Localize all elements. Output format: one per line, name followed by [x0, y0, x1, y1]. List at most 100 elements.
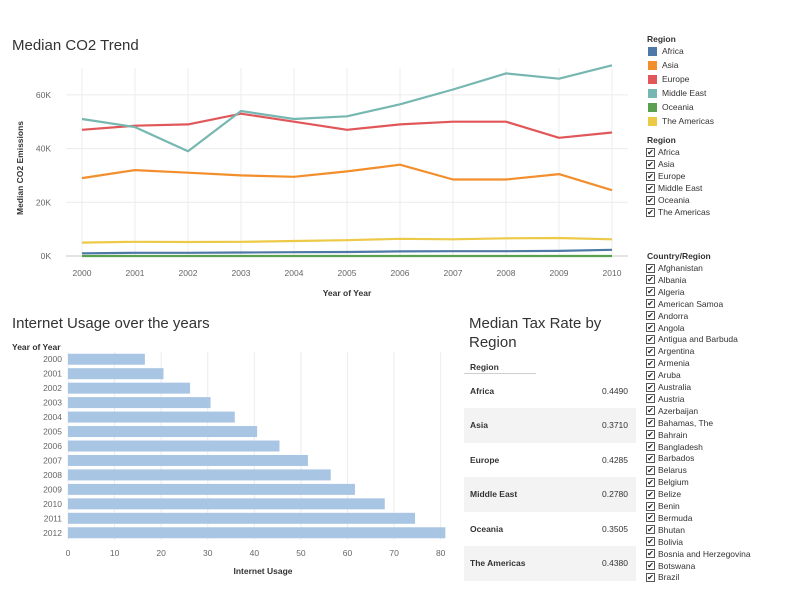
region-filter-option[interactable]: ✔ The Americas — [646, 206, 710, 218]
region-filter-option[interactable]: ✔ Europe — [646, 170, 685, 182]
checkbox-checked-icon[interactable]: ✔ — [646, 537, 655, 547]
legend-item[interactable]: Africa — [648, 45, 684, 57]
checkbox-checked-icon[interactable]: ✔ — [646, 147, 655, 157]
country-filter-option[interactable]: ✔ Austria — [646, 393, 684, 405]
series-line-the-americas — [81, 236, 613, 244]
checkbox-checked-icon[interactable]: ✔ — [646, 358, 655, 368]
tax-region-cell: Asia — [470, 420, 488, 430]
x-tick-label: 2008 — [497, 268, 516, 278]
legend-swatch — [648, 74, 657, 84]
country-filter-option[interactable]: ✔ Azerbaijan — [646, 405, 698, 417]
x-tick-label: 2000 — [73, 268, 92, 278]
legend-item[interactable]: Oceania — [648, 101, 694, 113]
region-filter-option[interactable]: ✔ Middle East — [646, 182, 702, 194]
checkbox-checked-icon[interactable]: ✔ — [646, 171, 655, 181]
country-filter-option[interactable]: ✔ Bahamas, The — [646, 417, 713, 429]
checkbox-checked-icon[interactable]: ✔ — [646, 489, 655, 499]
y-tick-label: 2002 — [43, 383, 62, 393]
country-filter-option[interactable]: ✔ Botswana — [646, 560, 695, 572]
checkbox-checked-icon[interactable]: ✔ — [646, 183, 655, 193]
x-tick-label: 70 — [389, 548, 399, 558]
checkbox-checked-icon[interactable]: ✔ — [646, 263, 655, 273]
series-line-middle-east — [81, 64, 613, 153]
checkbox-checked-icon[interactable]: ✔ — [646, 299, 655, 309]
checkbox-checked-icon[interactable]: ✔ — [646, 501, 655, 511]
region-filter-option-label: Oceania — [658, 195, 690, 205]
country-filter-option[interactable]: ✔ Bermuda — [646, 512, 693, 524]
country-filter-option-label: Bangladesh — [658, 441, 703, 452]
country-filter-option-label: Azerbaijan — [658, 405, 699, 416]
region-filter-option[interactable]: ✔ Africa — [646, 146, 680, 158]
country-filter-option[interactable]: ✔ Belize — [646, 488, 681, 500]
country-filter-option-label: Belarus — [658, 465, 687, 476]
checkbox-checked-icon[interactable]: ✔ — [646, 453, 655, 463]
legend-swatch — [648, 46, 657, 56]
checkbox-checked-icon[interactable]: ✔ — [646, 513, 655, 523]
country-filter-option-label: Afghanistan — [658, 263, 703, 273]
checkbox-checked-icon[interactable]: ✔ — [646, 323, 655, 332]
checkbox-checked-icon[interactable]: ✔ — [646, 334, 655, 344]
checkbox-checked-icon[interactable]: ✔ — [646, 430, 655, 440]
legend-item[interactable]: Asia — [648, 59, 679, 71]
country-filter-option-label: Armenia — [658, 358, 690, 369]
country-filter-option-label: Bolivia — [658, 536, 684, 547]
country-filter-option[interactable]: ✔ Brazil — [646, 571, 679, 583]
x-tick-label: 2009 — [550, 268, 569, 278]
tax-region-cell: Middle East — [470, 489, 518, 499]
y-tick-label: 2012 — [43, 528, 62, 538]
country-filter-option[interactable]: ✔ Bosnia and Herzegovina — [646, 548, 751, 560]
region-filter-option-label: The Americas — [658, 207, 710, 217]
country-filter-option[interactable]: ✔ Aruba — [646, 369, 681, 381]
country-filter-option[interactable]: ✔ Afghanistan — [646, 262, 703, 274]
x-tick-label: 2007 — [444, 268, 463, 278]
checkbox-checked-icon[interactable]: ✔ — [646, 346, 655, 356]
country-filter-option[interactable]: ✔ Algeria — [646, 286, 684, 298]
country-filter-option[interactable]: ✔ Albania — [646, 274, 686, 286]
checkbox-checked-icon[interactable]: ✔ — [646, 195, 655, 205]
legend-item[interactable]: The Americas — [648, 115, 714, 127]
country-filter-option[interactable]: ✔ Belgium — [646, 476, 689, 488]
country-filter-option[interactable]: ✔ Bahrain — [646, 429, 687, 441]
country-filter-option[interactable]: ✔ Armenia — [646, 357, 690, 369]
checkbox-checked-icon[interactable]: ✔ — [646, 477, 655, 487]
country-filter-option[interactable]: ✔ Bolivia — [646, 536, 683, 548]
country-filter-option-label: Bermuda — [658, 512, 693, 523]
checkbox-checked-icon[interactable]: ✔ — [646, 549, 655, 559]
country-filter-option[interactable]: ✔ Angola — [646, 322, 684, 334]
country-filter-option[interactable]: ✔ Antigua and Barbuda — [646, 333, 738, 345]
country-filter-option-label: Aruba — [658, 370, 681, 381]
checkbox-checked-icon[interactable]: ✔ — [646, 311, 655, 321]
x-tick-label: 40 — [250, 548, 260, 558]
country-filter-option[interactable]: ✔ Argentina — [646, 345, 694, 357]
checkbox-checked-icon[interactable]: ✔ — [646, 394, 655, 404]
checkbox-checked-icon[interactable]: ✔ — [646, 370, 655, 380]
checkbox-checked-icon[interactable]: ✔ — [646, 406, 655, 416]
checkbox-checked-icon[interactable]: ✔ — [646, 525, 655, 535]
checkbox-checked-icon[interactable]: ✔ — [646, 382, 655, 392]
checkbox-checked-icon[interactable]: ✔ — [646, 418, 655, 428]
checkbox-checked-icon[interactable]: ✔ — [646, 287, 655, 297]
region-filter-option[interactable]: ✔ Asia — [646, 158, 675, 170]
country-filter-option[interactable]: ✔ Belarus — [646, 464, 687, 476]
checkbox-checked-icon[interactable]: ✔ — [646, 572, 655, 582]
checkbox-checked-icon[interactable]: ✔ — [646, 275, 655, 285]
country-filter-option[interactable]: ✔ Australia — [646, 381, 691, 393]
country-filter-option[interactable]: ✔ Bhutan — [646, 524, 685, 536]
x-tick-label: 2010 — [603, 268, 622, 278]
checkbox-checked-icon[interactable]: ✔ — [646, 561, 655, 570]
country-filter-option[interactable]: ✔ American Samoa — [646, 298, 723, 310]
country-filter-option[interactable]: ✔ Andorra — [646, 310, 688, 322]
y-tick-label: 2003 — [43, 398, 62, 408]
region-filter-option[interactable]: ✔ Oceania — [646, 194, 690, 206]
country-filter-option[interactable]: ✔ Benin — [646, 500, 680, 512]
checkbox-checked-icon[interactable]: ✔ — [646, 207, 655, 217]
tax-table-row: Oceania 0.3505 — [464, 511, 636, 546]
legend-label: Asia — [662, 60, 679, 70]
country-filter-option[interactable]: ✔ Bangladesh — [646, 441, 703, 453]
checkbox-checked-icon[interactable]: ✔ — [646, 465, 655, 475]
country-filter-option[interactable]: ✔ Barbados — [646, 452, 694, 464]
checkbox-checked-icon[interactable]: ✔ — [646, 159, 655, 169]
legend-item[interactable]: Europe — [648, 73, 689, 85]
checkbox-checked-icon[interactable]: ✔ — [646, 442, 655, 451]
legend-item[interactable]: Middle East — [648, 87, 706, 99]
